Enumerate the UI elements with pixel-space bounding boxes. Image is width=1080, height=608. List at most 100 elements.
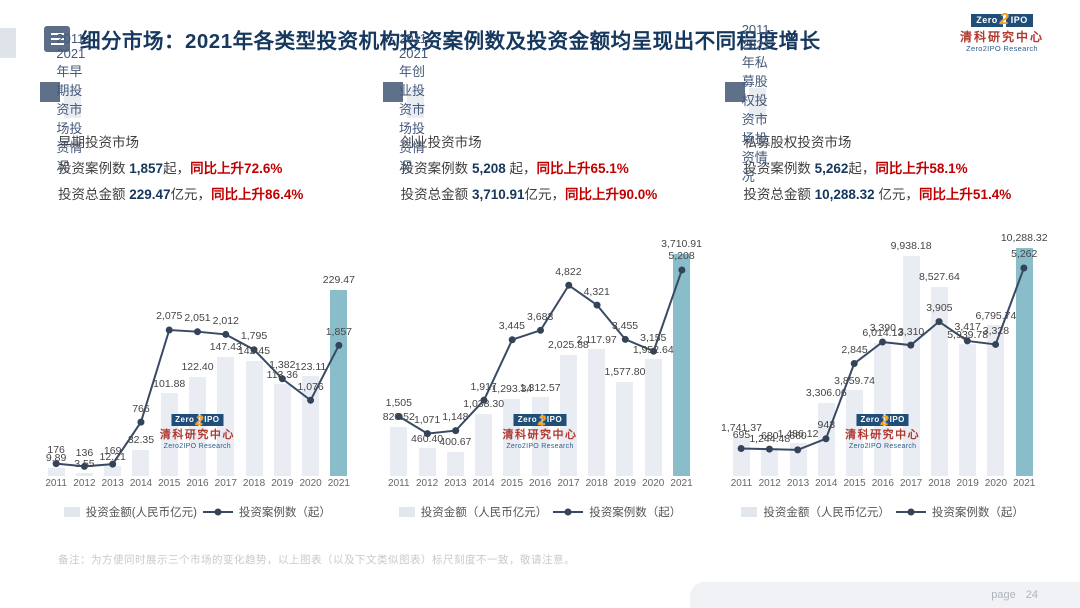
amount-bar-2019	[616, 381, 634, 476]
x-axis-years: 2011 2012 2013 2014 2015 2016 2017 2018 2019 2020…	[727, 478, 1038, 494]
year-tick-2017: 2017	[557, 478, 580, 489]
zero2ipo-logo-mark: Zero 2 IPO	[971, 12, 1033, 28]
cases-label-2015: 2,845	[841, 344, 868, 356]
panel-stats: 私募股权投资市场 投资案例数 5,262起，同比上升58.1% 投资总金额 10…	[743, 130, 1040, 208]
year-tick-2017: 2017	[899, 478, 923, 489]
watermark-logo: Zero 2 IPO 清科研究中心 Zero2IPO Research	[845, 413, 920, 450]
year-tick-2018: 2018	[928, 478, 951, 489]
amount-label-2020: 123.11	[294, 360, 327, 373]
x-axis-years: 2011 2012 2013 2014 2015 2016 2017 2018 2019 2020…	[42, 478, 353, 494]
amount-label-2018: 142.45	[237, 345, 271, 357]
legend-line-label: 投资案例数（起）	[238, 507, 331, 519]
amount-bar-2019	[273, 384, 291, 476]
panel-stats: 早期投资市场 投资案例数 1,857起，同比上升72.6% 投资总金额 229.…	[58, 130, 355, 208]
chart-legend: 投资金额（人民币亿元） 投资案例数（起）	[725, 504, 1040, 520]
stat-cases-prefix: 投资案例数	[743, 161, 815, 176]
amount-label-2014: 1,038.30	[463, 398, 505, 411]
year-tick-2011: 2011	[388, 478, 410, 489]
stat-cases: 投资案例数 5,262起，同比上升58.1%	[743, 156, 1040, 182]
panel-header: 2011-2021年创业投资市场投资情况	[382, 31, 698, 174]
logo-chinese-name: 清科研究中心	[159, 429, 235, 441]
logo-english-name: Zero2IPO Research	[848, 443, 917, 450]
logo-two: 2	[880, 412, 889, 428]
stat-cases-growth: 同比上升72.6%	[190, 161, 283, 176]
header-square-decoration	[382, 82, 403, 102]
cases-label-2015: 2,075	[156, 310, 183, 323]
logo-two: 2	[195, 412, 204, 428]
amount-label-2021: 3,710.91	[661, 238, 702, 251]
year-tick-2012: 2012	[73, 478, 96, 489]
panel-private-equity: 2011-2021年私募股权投资市场投资情况 私募股权投资市场 投资案例数 5,…	[721, 22, 1048, 520]
header-square-decoration	[725, 82, 746, 102]
chart-panels: 2011-2021年早期投资市场投资情况 早期投资市场 投资案例数 1,857起…	[40, 22, 1048, 520]
amount-bar-2011	[47, 467, 65, 476]
logo-zero-box: Zero	[971, 13, 1003, 27]
stat-cases-value: 5,208	[471, 161, 506, 176]
year-tick-2019: 2019	[613, 478, 637, 489]
amount-bar-2019	[959, 344, 977, 476]
amount-label-2014: 32.35	[127, 434, 155, 447]
amount-label-2018: 8,527.64	[918, 271, 960, 284]
logo-english-name: Zero2IPO Research	[966, 44, 1038, 53]
logo-ipo-box: IPO	[885, 414, 909, 426]
cases-label-2013: 169	[103, 444, 122, 457]
stat-amount-prefix: 投资总金额	[743, 187, 815, 202]
amount-bar-2016	[874, 342, 892, 476]
cases-label-2013: 660	[789, 430, 807, 443]
year-tick-2012: 2012	[415, 478, 439, 489]
year-tick-2018: 2018	[585, 478, 608, 489]
year-tick-2013: 2013	[101, 478, 124, 489]
legend-bar-label: 投资金额（人民币亿元）	[763, 507, 890, 519]
amount-label-2020: 1,952.64	[632, 343, 674, 356]
slide-header: 细分市场：2021年各类型投资机构投资案例数及投资金额均呈现出不同程度增长	[44, 24, 960, 54]
panel-early-stage: 2011-2021年早期投资市场投资情况 早期投资市场 投资案例数 1,857起…	[40, 31, 355, 520]
year-tick-2012: 2012	[758, 478, 781, 489]
stat-amount: 投资总金额 229.47亿元，同比上升86.4%	[58, 182, 355, 208]
cases-label-2014: 943	[817, 419, 836, 432]
panel-header-title: 2011-2021年创业投资市场投资情况	[399, 31, 432, 174]
year-tick-2011: 2011	[45, 478, 67, 489]
cases-label-2018: 3,905	[926, 302, 953, 315]
footnote: 备注：为方便同时展示三个市场的变化趋势，以上图表（以及下文类似图表）标尺刻度不一…	[58, 554, 575, 566]
stat-amount: 投资总金额 10,288.32 亿元，同比上升51.4%	[743, 182, 1040, 208]
cases-label-2011: 1,505	[385, 396, 412, 409]
amount-bar-2012	[418, 448, 436, 476]
panel-venture-capital: 2011-2021年创业投资市场投资情况 创业投资市场 投资案例数 5,208 …	[382, 31, 702, 520]
year-tick-2014: 2014	[472, 478, 495, 489]
year-tick-2020: 2020	[984, 478, 1008, 489]
amount-bar-2013	[104, 466, 122, 476]
year-tick-2021: 2021	[1013, 478, 1036, 489]
year-tick-2014: 2014	[815, 478, 838, 489]
list-icon	[44, 26, 70, 52]
logo-chinese-name: 清科研究中心	[959, 30, 1044, 44]
logo-ipo-box: IPO	[542, 414, 567, 426]
stat-cases-prefix: 投资案例数	[400, 161, 472, 176]
year-tick-2014: 2014	[129, 478, 153, 489]
amount-bar-2013	[789, 443, 807, 476]
year-tick-2016: 2016	[186, 478, 209, 489]
year-tick-2016: 2016	[871, 478, 894, 489]
stat-amount-value: 10,288.32	[814, 187, 875, 202]
legend-bar-swatch	[741, 507, 758, 517]
year-tick-2015: 2015	[158, 478, 181, 489]
legend-line-marker	[553, 508, 584, 516]
stat-amount-growth: 同比上升86.4%	[211, 187, 304, 202]
amount-bar-2020	[987, 325, 1005, 476]
page-title: 细分市场：2021年各类型投资机构投资案例数及投资金额均呈现出不同程度增长	[80, 30, 821, 53]
panel-header: 2011-2021年私募股权投资市场投资情况	[725, 22, 1040, 184]
year-tick-2015: 2015	[500, 478, 524, 489]
stat-amount-unit: 亿元，	[524, 187, 566, 202]
legend-line-marker	[202, 508, 233, 516]
amount-label-2021: 10,288.32	[1000, 232, 1048, 245]
x-axis-years: 2011 2012 2013 2014 2015 2016 2017 2018 2019 2020…	[385, 478, 696, 494]
logo-english-name: Zero2IPO Research	[506, 443, 574, 450]
year-tick-2017: 2017	[214, 478, 237, 489]
amount-bar-2011	[390, 426, 408, 476]
year-tick-2020: 2020	[642, 478, 665, 489]
cases-label-2017: 4,822	[555, 265, 582, 278]
stat-cases-value: 5,262	[814, 161, 849, 176]
logo-chinese-name: 清科研究中心	[845, 429, 921, 441]
amount-label-2017: 9,938.18	[890, 240, 932, 253]
year-tick-2019: 2019	[956, 478, 979, 489]
